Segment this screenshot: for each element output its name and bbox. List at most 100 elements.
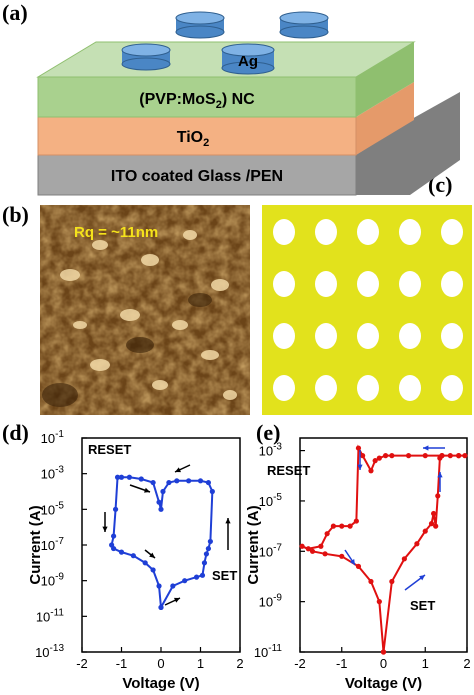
iv-data-point [368,468,374,474]
substrate-side-face [356,92,460,195]
iv-data-point [309,548,316,554]
sweep-arrowhead [357,464,363,470]
nc-layer-label: (PVP:MoS2) NC [139,91,255,111]
panel-label-d: (d) [2,420,29,445]
electrode-dot [315,271,337,297]
x-tick-label: 2 [236,656,243,671]
iv-data-point [160,488,166,495]
iv-data-point [330,523,336,529]
sweep-arrowhead [144,487,150,493]
sweep-arrowhead [423,445,429,451]
iv-data-point [203,551,210,557]
iv-data-point [355,445,362,451]
device-schematic: Ag (PVP:MoS2) NC TiO2 ITO coated Glass /… [36,11,460,196]
x-tick-label: -2 [294,656,306,671]
iv-data-point [382,453,389,459]
iv-data-point [111,533,117,539]
y-tick-label: 10-11 [36,607,65,624]
x-tick-label: 0 [157,656,164,671]
iv-data-point [405,453,412,459]
sweep-arrowhead [437,472,443,478]
sweep-arrowhead [349,559,355,565]
iv-data-point [353,518,359,524]
sweep-arrowhead [174,597,180,603]
panel-label-a: (a) [2,0,28,25]
afm-image: Rq = ~11nm [40,205,250,415]
y-axis-label: Current (A) [245,505,262,584]
tio2-front-face [37,116,357,156]
afm-roughness-label: Rq = ~11nm [74,224,158,241]
sweep-arrowhead [102,526,108,532]
substrate-label: ITO coated Glass /PEN [111,168,283,185]
electrode-dot-grid [273,219,463,401]
x-tick-label: -1 [336,656,348,671]
iv-data-point [422,528,428,534]
iv-data-point [435,493,441,499]
iv-data-point [372,458,378,464]
iv-data-point [150,479,156,486]
tio2-layer-label: TiO2 [177,129,210,149]
iv-data-point [158,506,164,512]
iv-data-point [114,474,121,480]
iv-data-point [207,538,213,545]
panel-label-e: (e) [256,420,281,445]
iv-data-point [376,599,382,605]
iv-data-point [182,578,188,584]
y-tick-label: 10-7 [259,542,283,559]
iv-data-point [414,541,420,547]
iv-data-point [126,474,132,480]
nc-side-face [356,42,414,117]
iv-data-point [142,560,148,566]
iv-data-point [130,553,136,559]
plot-frame [299,437,468,653]
iv-data-point [433,523,439,529]
annotation-set: SET [410,598,435,613]
iv-data-point [118,549,125,555]
tio2-side-face [356,82,414,155]
electrode-dot [441,219,463,245]
optical-image [262,205,472,415]
iv-data-point [174,478,180,484]
y-tick-label: 10-5 [259,492,283,509]
sweep-arrowhead [175,467,181,473]
iv-data-point [197,478,204,484]
iv-data-point [389,578,395,585]
electrode-dot [399,271,421,297]
iv-data-point [299,543,305,549]
electrode-dot [357,271,379,297]
electrode-dot [273,271,295,297]
y-tick-label: 10-9 [41,572,65,589]
iv-data-point [347,523,353,529]
y-axis-label: Current (A) [27,505,44,584]
electrode-dot [315,375,337,401]
iv-data-point [199,572,206,578]
annotation-reset: RESET [88,442,131,457]
x-tick-label: 1 [197,656,204,671]
iv-series-line [110,476,214,608]
electrode-dot [273,375,295,401]
nc-front-face [37,76,357,118]
iv-data-point [401,556,407,562]
sweep-arrowhead [225,518,231,524]
iv-data-point [166,479,172,486]
y-tick-label: 10-7 [41,536,65,553]
iv-data-point [118,474,125,480]
x-axis-label: Voltage (V) [122,675,199,692]
ag-electrode-3 [121,43,171,71]
iv-data-point [456,453,462,459]
electrode-dot [399,219,421,245]
electrode-dot [441,375,463,401]
iv-data-point [360,453,366,459]
iv-chart-d: -2 -1 0 1 2 10-1 10-3 10-5 10-7 10-9 10-11 10-13 Vol… [27,430,244,692]
iv-data-point [150,567,156,573]
y-tick-label: 10-13 [35,643,64,660]
plot-frame [81,437,241,653]
x-tick-label: 1 [422,656,429,671]
x-tick-label: -2 [76,656,88,671]
iv-data-point [209,488,215,495]
electrode-dot [399,323,421,349]
substrate-front-face [37,154,357,196]
iv-data-point [201,560,208,566]
iv-data-point [112,506,119,512]
iv-data-point [355,563,362,569]
